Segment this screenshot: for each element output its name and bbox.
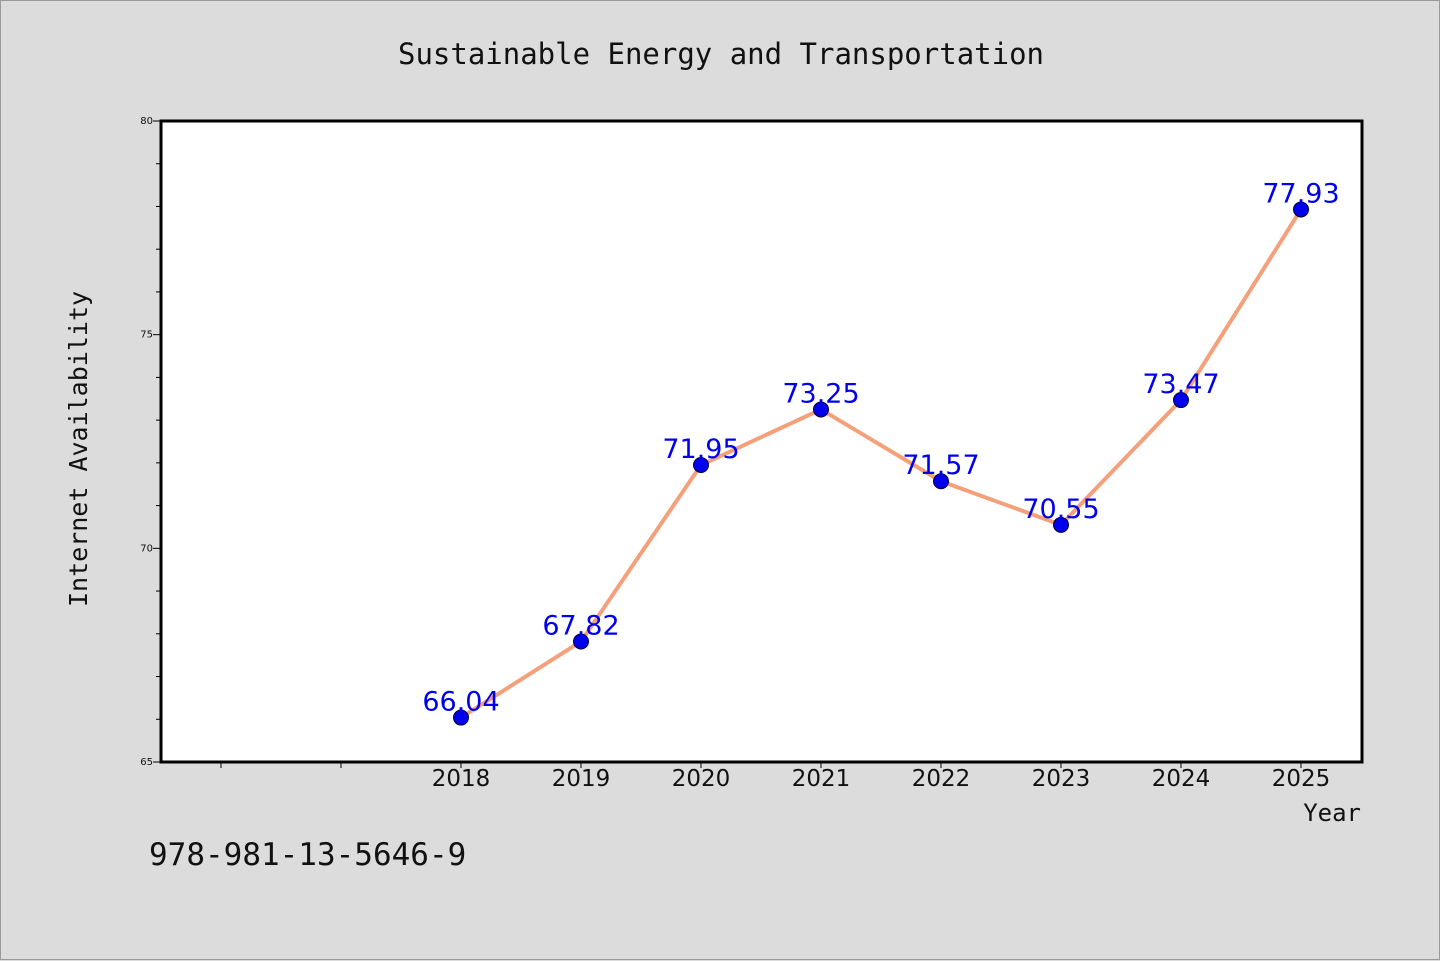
x-tick-label: 2019 xyxy=(552,766,611,792)
data-point xyxy=(1173,392,1189,409)
x-tick-label: 2025 xyxy=(1272,766,1331,792)
series-group: 66.04 67.82 71.95 73.25 71.57 70.55 73.47 77.93 xyxy=(422,178,1340,726)
data-point xyxy=(1053,516,1069,533)
data-label: 77.93 xyxy=(1262,178,1339,209)
data-point xyxy=(813,401,829,418)
data-point xyxy=(933,473,949,490)
x-tick-label: 2022 xyxy=(912,766,971,792)
data-label: 70.55 xyxy=(1022,494,1099,525)
tick-labels: 65 70 75 80 2018 2019 2020 2021 2022 2023 2024 2025 xyxy=(140,116,1330,792)
series-line xyxy=(459,207,1303,720)
data-label: 67.82 xyxy=(542,610,619,641)
data-label: 71.95 xyxy=(662,434,739,465)
data-label: 73.47 xyxy=(1142,369,1219,400)
x-tick-label: 2018 xyxy=(432,766,491,792)
y-tick-label: 65 xyxy=(140,757,153,768)
data-point xyxy=(693,457,709,474)
x-axis-label: Year xyxy=(1303,799,1361,827)
y-tick-label: 80 xyxy=(140,116,153,127)
chart-title: Sustainable Energy and Transportation xyxy=(398,37,1044,71)
data-point xyxy=(573,633,589,650)
plot-area xyxy=(161,121,1362,762)
x-tick-label: 2024 xyxy=(1152,766,1211,792)
y-tick-label: 75 xyxy=(140,330,153,341)
data-label: 66.04 xyxy=(422,687,499,718)
x-tick-label: 2021 xyxy=(792,766,851,792)
x-tick-label: 2020 xyxy=(672,766,731,792)
x-tick-label: 2023 xyxy=(1032,766,1091,792)
data-label: 71.57 xyxy=(902,450,979,481)
y-axis-label: Internet Availability xyxy=(64,291,93,607)
data-point xyxy=(453,709,469,726)
plot-border xyxy=(159,119,1364,764)
isbn-text: 978-981-13-5646-9 xyxy=(149,837,466,873)
y-tick-label: 70 xyxy=(140,543,153,554)
data-label: 73.25 xyxy=(782,378,859,409)
data-point xyxy=(1293,201,1309,218)
